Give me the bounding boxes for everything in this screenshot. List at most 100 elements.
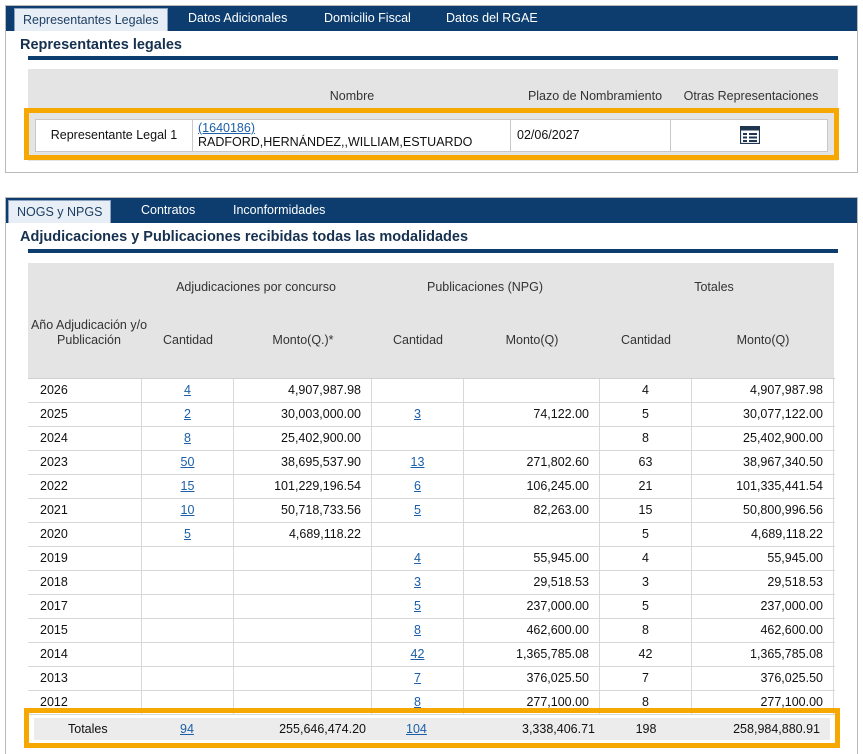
cantidad-link[interactable]: 4: [414, 551, 421, 565]
tab-inconformidades[interactable]: Inconformidades: [233, 203, 326, 217]
cell-value: 376,025.50: [526, 671, 589, 685]
cell-value: 8: [642, 623, 649, 637]
cell-pub-monto: 271,802.60: [464, 451, 600, 475]
cantidad-link[interactable]: 42: [410, 647, 425, 661]
cell-year: 2012: [28, 691, 142, 715]
cell-value: 7: [642, 671, 649, 685]
cell-value: 4: [642, 551, 649, 565]
rep-id-link[interactable]: (1640186): [198, 121, 255, 135]
totals-pub-cantidad-link[interactable]: 104: [406, 722, 427, 736]
subheader-tot-cantidad: Cantidad: [620, 333, 672, 347]
cell-pub-monto: 29,518.53: [464, 571, 600, 595]
tab-nogs-npgs[interactable]: NOGS y NPGS: [8, 200, 112, 223]
cell-value: 2013: [40, 671, 68, 685]
header-otras-representaciones: Otras Representaciones: [683, 89, 819, 103]
cell-adj-monto: 4,689,118.22: [234, 523, 372, 547]
cell-pub-cantidad-link: 5: [372, 499, 464, 523]
cell-year: 2024: [28, 427, 142, 451]
cell-value: 3: [642, 575, 649, 589]
cell-value: 462,600.00: [760, 623, 823, 637]
cell-tot-monto: 29,518.53: [692, 571, 834, 595]
cantidad-link[interactable]: 15: [180, 479, 195, 493]
cell-value: 2025: [40, 407, 68, 421]
cantidad-link[interactable]: 5: [184, 527, 191, 541]
table-row: 2019 4 55,945.00 4 55,945.00: [28, 547, 835, 571]
cell-value: 1,365,785.08: [750, 647, 823, 661]
cell-value: 5: [642, 527, 649, 541]
cell-year: 2015: [28, 619, 142, 643]
cell-tot-monto: 1,365,785.08: [692, 643, 834, 667]
totals-row-highlight: [24, 708, 840, 748]
section-title-representantes: Representantes legales: [20, 37, 182, 53]
cantidad-link[interactable]: 7: [414, 671, 421, 685]
totals-tot-cantidad: 198: [635, 722, 657, 736]
tab-representantes-legales[interactable]: Representantes Legales: [14, 8, 168, 31]
cell-pub-monto: 277,100.00: [464, 691, 600, 715]
cantidad-link[interactable]: 4: [184, 383, 191, 397]
subheader-adj-cantidad: Cantidad: [162, 333, 214, 347]
tab-contratos[interactable]: Contratos: [141, 203, 196, 217]
cell-tot-monto: 101,335,441.54: [692, 475, 834, 499]
cell-value: 5: [642, 407, 649, 421]
subheader-pub-cantidad: Cantidad: [392, 333, 444, 347]
divider: [670, 120, 671, 151]
table-row: 2026 4 4,907,987.98 4 4,907,987.98: [28, 379, 835, 403]
cell-value: 237,000.00: [526, 599, 589, 613]
totals-adj-monto: 255,646,474.20: [279, 722, 366, 736]
cantidad-link[interactable]: 8: [184, 431, 191, 445]
cell-tot-cantidad: 5: [600, 403, 692, 427]
cell-tot-monto: 4,907,987.98: [692, 379, 834, 403]
cell-value: 21: [638, 479, 653, 493]
cell-pub-cantidad-link: 13: [372, 451, 464, 475]
cell-pub-cantidad-link: [372, 523, 464, 547]
cell-tot-monto: 30,077,122.00: [692, 403, 834, 427]
tab-datos-adicionales[interactable]: Datos Adicionales: [188, 11, 288, 25]
table-list-icon[interactable]: [739, 125, 761, 145]
cantidad-link[interactable]: 8: [414, 695, 421, 709]
cell-value: 376,025.50: [760, 671, 823, 685]
table-row: 2013 7 376,025.50 7 376,025.50: [28, 667, 835, 691]
cell-year: 2014: [28, 643, 142, 667]
cell-adj-monto: [234, 667, 372, 691]
cell-value: 2015: [40, 623, 68, 637]
cell-adj-monto: [234, 571, 372, 595]
cantidad-link[interactable]: 5: [414, 503, 421, 517]
cell-tot-cantidad: 63: [600, 451, 692, 475]
cell-adj-monto: 25,402,900.00: [234, 427, 372, 451]
cell-pub-cantidad-link: 8: [372, 691, 464, 715]
cantidad-link[interactable]: 5: [414, 599, 421, 613]
cell-tot-cantidad: 21: [600, 475, 692, 499]
adj-table-header-bg: [28, 263, 834, 378]
cantidad-link[interactable]: 6: [414, 479, 421, 493]
cantidad-link[interactable]: 50: [180, 455, 195, 469]
cell-tot-cantidad: 8: [600, 427, 692, 451]
cell-value: 55,945.00: [533, 551, 589, 565]
cantidad-link[interactable]: 10: [180, 503, 195, 517]
cell-tot-cantidad: 4: [600, 379, 692, 403]
cell-tot-monto: 462,600.00: [692, 619, 834, 643]
cell-adj-cantidad-link: 50: [142, 451, 234, 475]
totals-adj-cantidad-link[interactable]: 94: [180, 722, 194, 736]
cell-value: 8: [642, 431, 649, 445]
cantidad-link[interactable]: 3: [414, 575, 421, 589]
cell-year: 2019: [28, 547, 142, 571]
cell-adj-cantidad-link: [142, 643, 234, 667]
cantidad-link[interactable]: 2: [184, 407, 191, 421]
cell-pub-monto: [464, 427, 600, 451]
cell-value: 271,802.60: [526, 455, 589, 469]
cell-value: 101,229,196.54: [274, 479, 361, 493]
cantidad-link[interactable]: 3: [414, 407, 421, 421]
totals-pub-monto: 3,338,406.71: [522, 722, 595, 736]
cantidad-link[interactable]: 13: [410, 455, 425, 469]
cell-tot-monto: 50,800,996.56: [692, 499, 834, 523]
cell-adj-monto: 101,229,196.54: [234, 475, 372, 499]
cell-value: 4,689,118.22: [750, 527, 823, 541]
top-tab-bar: Representantes Legales Datos Adicionales…: [6, 6, 857, 31]
cell-pub-monto: [464, 379, 600, 403]
tab-domicilio-fiscal[interactable]: Domicilio Fiscal: [324, 11, 411, 25]
cell-value: 42: [638, 647, 653, 661]
cell-value: 101,335,441.54: [736, 479, 823, 493]
tab-datos-rgae[interactable]: Datos del RGAE: [446, 11, 538, 25]
cantidad-link[interactable]: 8: [414, 623, 421, 637]
cell-adj-monto: [234, 619, 372, 643]
